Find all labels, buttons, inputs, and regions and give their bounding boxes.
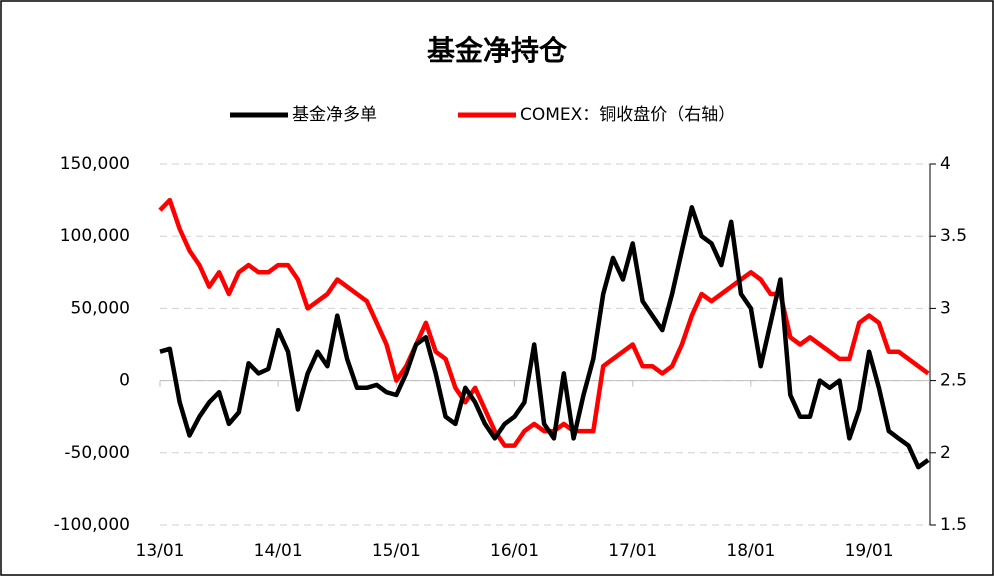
x-tick-label: 18/01 — [726, 541, 775, 561]
x-tick-label: 16/01 — [490, 541, 539, 561]
y-tick-label: 100,000 — [60, 226, 130, 246]
y2-tick-label: 2 — [940, 443, 951, 463]
series-line — [158, 197, 930, 448]
y2-tick-label: 3.5 — [940, 226, 967, 246]
legend-label: 基金净多单 — [292, 105, 377, 125]
x-tick-label: 14/01 — [254, 541, 303, 561]
x-tick-label: 13/01 — [136, 541, 185, 561]
x-tick-label: 15/01 — [372, 541, 421, 561]
y2-tick-label: 3 — [940, 298, 951, 318]
y2-tick-label: 4 — [940, 154, 951, 174]
y-tick-label: 50,000 — [71, 298, 130, 318]
y-tick-label: 0 — [119, 371, 130, 391]
y-tick-label: -50,000 — [64, 443, 130, 463]
y-tick-label: -100,000 — [54, 515, 130, 535]
y2-tick-label: 2.5 — [940, 371, 967, 391]
series-line — [159, 205, 930, 470]
x-tick-label: 17/01 — [608, 541, 657, 561]
y2-tick-label: 1.5 — [940, 515, 967, 535]
chart-title: 基金净持仓 — [427, 34, 568, 67]
legend-label: COMEX：铜收盘价（右轴） — [520, 105, 735, 125]
x-tick-label: 19/01 — [845, 541, 894, 561]
y-tick-label: 150,000 — [60, 154, 130, 174]
